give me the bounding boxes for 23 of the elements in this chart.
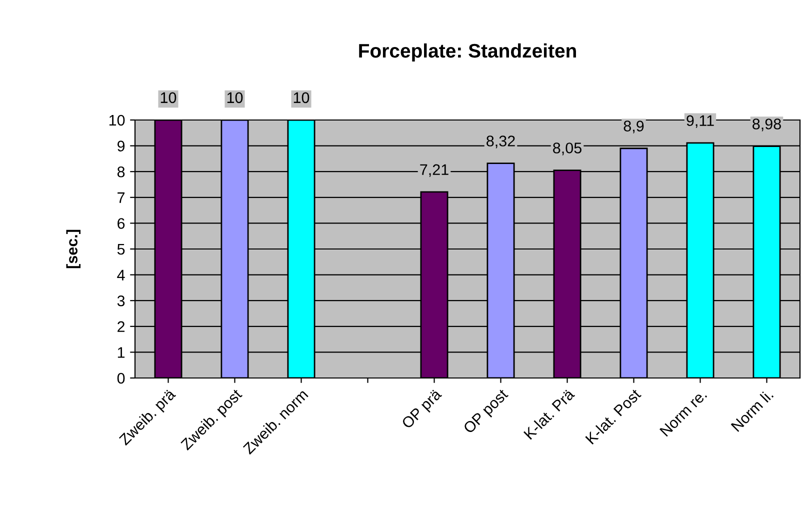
data-label: 8,05 <box>553 142 582 156</box>
data-label: 10 <box>160 92 176 104</box>
data-label: 8,9 <box>624 120 644 134</box>
y-tick-label: 6 <box>118 218 125 229</box>
chart-title: Forceplate: Standzeiten <box>359 43 576 62</box>
y-tick-label: 9 <box>118 140 125 152</box>
y-tick-label: 4 <box>117 270 125 280</box>
data-label: 10 <box>294 92 310 104</box>
y-tick-label: 1 <box>118 347 125 358</box>
x-tick-label: OP prä <box>401 388 444 432</box>
y-tick-label: 2 <box>118 321 125 332</box>
data-label: 9,11 <box>686 115 714 128</box>
y-axis-title: [sec.] <box>66 230 81 268</box>
data-label: 10 <box>227 92 243 104</box>
y-tick-label: 0 <box>117 372 125 384</box>
y-tick-label: 3 <box>117 295 125 306</box>
y-tick-label: 7 <box>118 192 125 203</box>
data-label: 8,32 <box>486 136 515 148</box>
data-label: 8,98 <box>752 118 781 132</box>
y-tick-label: 8 <box>117 166 125 178</box>
data-label: 7,21 <box>420 164 448 177</box>
y-tick-label: 10 <box>109 114 125 126</box>
y-tick-label: 5 <box>117 244 125 255</box>
